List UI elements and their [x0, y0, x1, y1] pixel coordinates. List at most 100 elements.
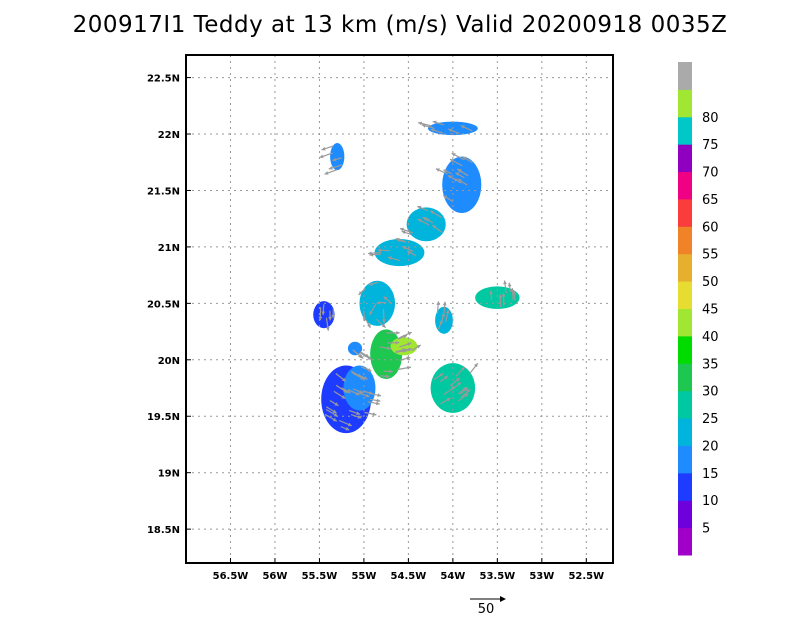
wind-arrowhead	[432, 120, 437, 125]
colorbar-label: 70	[702, 166, 719, 181]
wind-arrowhead	[385, 374, 390, 379]
wind-arrowhead	[332, 417, 337, 422]
colorbar-segment	[678, 335, 692, 364]
y-tick-label: 18.5N	[147, 525, 180, 536]
wind-arrowhead	[439, 319, 443, 324]
x-tick-label: 52.5W	[568, 571, 604, 582]
wind-arrowhead	[451, 153, 456, 157]
wind-arrowhead	[457, 382, 461, 386]
wind-arrowhead	[406, 356, 411, 361]
wind-speed-region	[390, 337, 418, 356]
wind-arrowhead	[345, 426, 350, 431]
colorbar-label: 45	[702, 303, 719, 318]
x-tick-label: 53.5W	[480, 571, 516, 582]
x-tick-label: 53W	[529, 571, 554, 582]
colorbar-segment	[678, 62, 692, 90]
colorbar-segment	[678, 116, 692, 145]
x-tick-label: 56.5W	[213, 571, 249, 582]
colorbar-segment	[678, 171, 692, 200]
wind-arrowhead	[498, 294, 503, 298]
wind-speed-region	[406, 207, 446, 242]
wind-arrowhead	[324, 171, 329, 175]
x-tick-label: 54W	[440, 571, 465, 582]
colorbar-label: 20	[702, 439, 719, 454]
colorbar-segment	[678, 281, 692, 309]
y-tick-label: 21.5N	[147, 186, 180, 197]
wind-field	[313, 121, 520, 434]
wind-arrowhead	[441, 313, 445, 317]
wind-arrowhead	[417, 219, 422, 223]
wind-arrowhead	[435, 168, 440, 172]
wind-arrowhead	[381, 323, 386, 328]
wind-arrowhead	[463, 387, 468, 392]
wind-speed-region	[442, 156, 482, 214]
colorbar-label: 50	[702, 275, 719, 290]
wind-arrowhead	[455, 172, 460, 177]
reference-vector: 50	[470, 596, 506, 617]
y-tick-label: 22N	[158, 130, 180, 141]
wind-arrowhead	[401, 230, 406, 235]
wind-arrowhead	[417, 205, 422, 210]
reference-arrowhead	[500, 596, 506, 602]
wind-arrowhead	[383, 296, 388, 301]
colorbar-label: 40	[702, 330, 719, 345]
plot-frame	[185, 54, 614, 564]
colorbar-segment	[678, 445, 692, 474]
wind-arrowhead	[369, 252, 374, 257]
wind-arrowhead	[422, 217, 427, 221]
y-tick-label: 22.5N	[147, 74, 180, 85]
wind-arrowhead	[512, 290, 517, 295]
wind-arrowhead	[372, 412, 377, 417]
wind-arrowhead	[346, 389, 351, 393]
wind-arrowhead	[387, 346, 391, 351]
wind-arrowhead	[375, 401, 380, 406]
wind-arrowhead	[355, 391, 360, 396]
wind-arrowhead	[333, 412, 338, 417]
wind-arrowhead	[462, 387, 467, 391]
colorbar-segment	[678, 89, 692, 118]
colorbar-label: 55	[702, 248, 719, 263]
wind-arrowhead	[328, 316, 332, 321]
colorbar: 5 10 15 20 25 30 35 40 45 50 55 60 65 70 75 80	[678, 62, 719, 556]
wind-arrowhead	[321, 311, 326, 315]
wind-arrowhead	[407, 250, 412, 255]
wind-speed-region	[343, 365, 376, 411]
wind-arrowhead	[389, 369, 393, 374]
wind-arrowhead	[405, 348, 409, 353]
colorbar-segment	[678, 527, 692, 556]
wind-arrowhead	[377, 393, 382, 397]
wind-arrowhead	[332, 409, 337, 414]
wind-arrowhead	[359, 354, 364, 359]
wind-arrowhead	[356, 411, 361, 415]
wind-arrowhead	[367, 367, 372, 372]
wind-arrowhead	[446, 397, 451, 402]
wind-arrowhead	[360, 375, 365, 380]
wind-arrowhead	[328, 166, 333, 170]
wind-arrowhead	[455, 377, 460, 382]
wind-arrowhead	[377, 248, 382, 253]
chart-title: 200917I1 Teddy at 13 km (m/s) Valid 2020…	[72, 12, 728, 38]
wind-arrowhead	[376, 398, 381, 403]
colorbar-segment	[678, 363, 692, 392]
wind-arrowhead	[407, 347, 412, 352]
colorbar-label: 65	[702, 193, 719, 208]
wind-arrowhead	[321, 146, 326, 151]
wind-arrowhead	[507, 282, 512, 287]
wind-arrowhead	[325, 326, 330, 331]
colorbar-label: 60	[702, 220, 719, 235]
wind-arrowhead	[430, 210, 435, 215]
wind-arrowhead	[341, 395, 346, 399]
y-tick-label: 20.5N	[147, 299, 180, 310]
wind-arrowhead	[443, 169, 448, 174]
wind-arrowhead	[395, 237, 400, 242]
colorbar-segment	[678, 390, 692, 419]
wind-arrowhead	[418, 121, 423, 126]
wind-arrowhead	[396, 330, 400, 335]
grid	[186, 55, 613, 563]
wind-speed-region	[313, 301, 335, 329]
wind-arrowhead	[460, 367, 465, 371]
colorbar-segment	[678, 308, 692, 337]
wind-arrowhead	[365, 393, 370, 398]
wind-arrowhead	[343, 388, 348, 393]
